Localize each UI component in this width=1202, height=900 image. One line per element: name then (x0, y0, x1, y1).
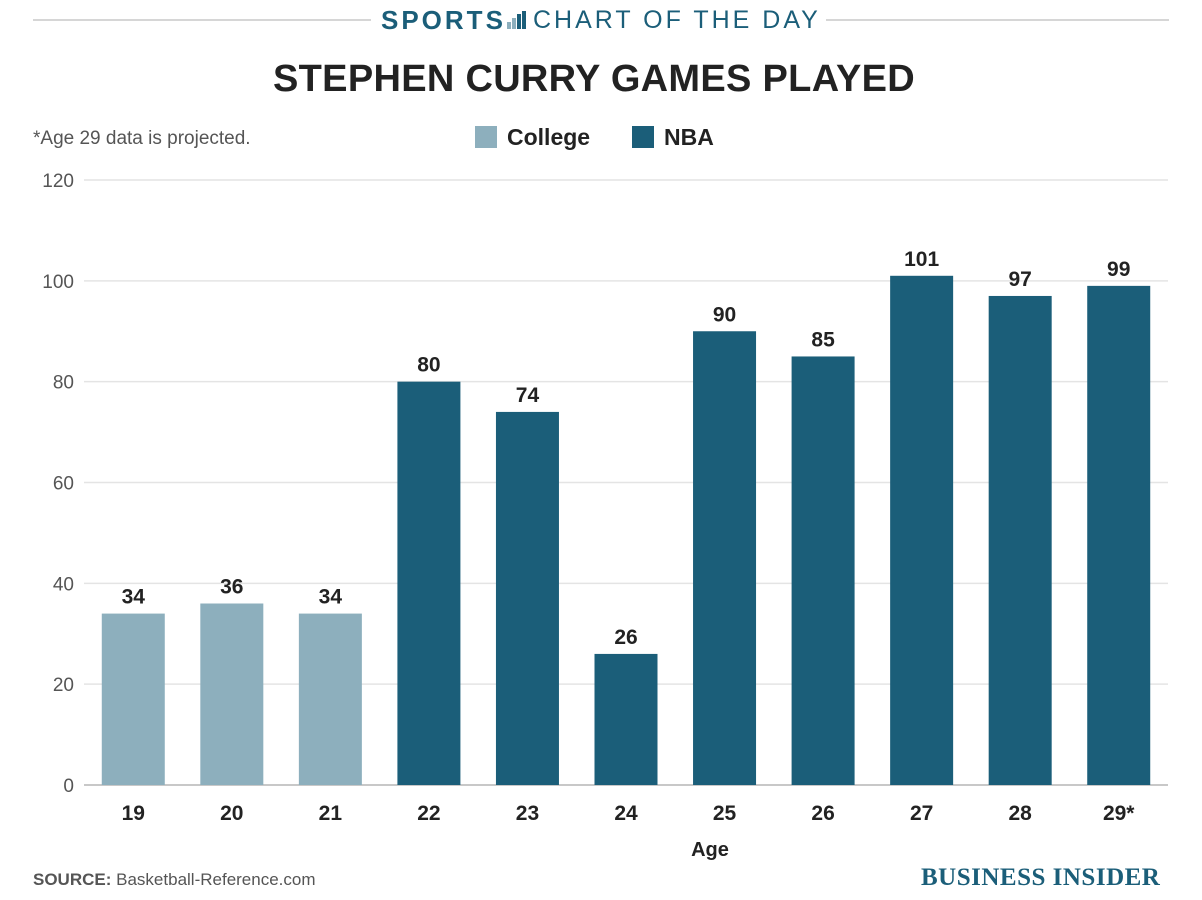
bar (890, 275, 954, 785)
data-label: 90 (713, 303, 736, 326)
x-tick-label: 26 (811, 802, 834, 825)
bar (791, 356, 855, 785)
x-tick-label: 27 (910, 802, 933, 825)
header-rule-right (826, 19, 1169, 21)
x-tick-label: 24 (614, 802, 638, 825)
header-series-label: CHART OF THE DAY (533, 6, 821, 34)
x-tick-label: 28 (1009, 802, 1033, 825)
chart-title: STEPHEN CURRY GAMES PLAYED (273, 58, 915, 100)
header-rule-left (33, 19, 371, 21)
bar (495, 411, 559, 785)
x-tick-label: 29* (1103, 802, 1135, 825)
legend-item-college: College (475, 124, 590, 150)
projection-footnote: *Age 29 data is projected. (33, 128, 251, 149)
legend-label-nba: NBA (664, 123, 714, 150)
data-label: 97 (1009, 268, 1032, 291)
x-axis-label: Age (691, 839, 729, 861)
x-tick-label: 19 (122, 802, 145, 825)
source-label: SOURCE: (33, 870, 112, 889)
bar (693, 331, 757, 785)
bar (298, 613, 362, 785)
data-label: 26 (614, 626, 637, 649)
y-tick-label: 60 (53, 474, 74, 495)
y-tick-label: 80 (53, 373, 74, 394)
data-label: 99 (1107, 258, 1130, 281)
bar (594, 653, 658, 785)
source-line: SOURCE: Basketball-Reference.com (33, 870, 316, 890)
data-label: 36 (220, 576, 243, 599)
data-label: 34 (122, 586, 146, 609)
data-label: 80 (417, 354, 440, 377)
x-tick-label: 21 (319, 802, 343, 825)
legend-swatch-nba (632, 126, 654, 148)
y-tick-label: 20 (53, 675, 74, 696)
y-tick-label: 100 (42, 272, 74, 293)
legend-item-nba: NBA (632, 124, 714, 150)
data-label: 34 (319, 586, 343, 609)
bar (101, 613, 165, 785)
y-tick-label: 40 (53, 574, 74, 595)
bar (988, 295, 1052, 785)
bar (1087, 285, 1151, 785)
header-section-label: SPORTS (381, 5, 506, 35)
data-label: 74 (516, 384, 540, 407)
bar (397, 381, 461, 785)
x-tick-label: 22 (417, 802, 440, 825)
y-tick-label: 120 (42, 171, 74, 192)
x-tick-label: 23 (516, 802, 539, 825)
bar (200, 603, 264, 785)
legend-swatch-college (475, 126, 497, 148)
brand-logo: BUSINESS INSIDER (921, 864, 1161, 891)
x-tick-label: 25 (713, 802, 737, 825)
legend-label-college: College (507, 123, 591, 150)
x-tick-label: 20 (220, 802, 243, 825)
source-text: Basketball-Reference.com (116, 870, 316, 889)
bar-chart-icon (507, 11, 526, 29)
data-label: 101 (904, 248, 939, 271)
data-label: 85 (811, 328, 835, 351)
y-tick-label: 0 (63, 776, 74, 797)
